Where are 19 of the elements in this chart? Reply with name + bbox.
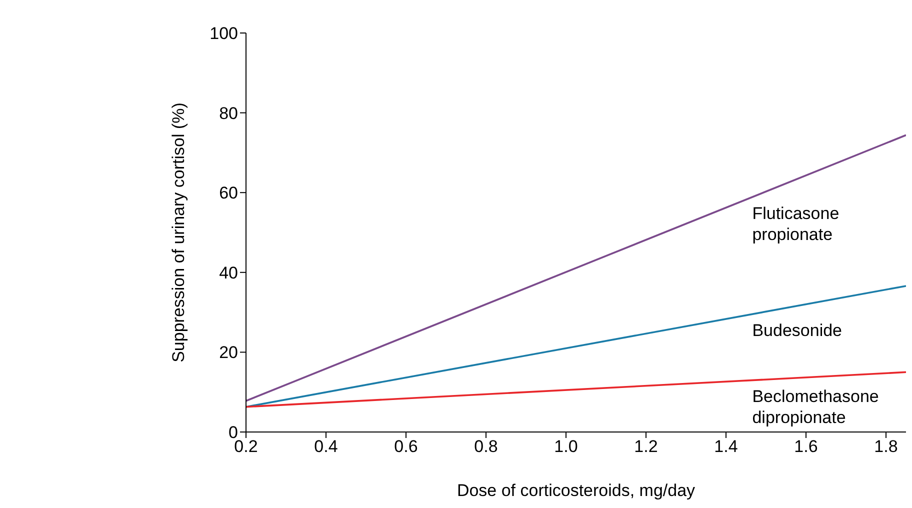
y-tick-label: 100: [210, 24, 238, 44]
x-tick-label: 1.0: [554, 437, 578, 456]
y-tick-label: 60: [219, 184, 238, 203]
series-label: Budesonide: [752, 321, 842, 340]
x-tick-label: 1.2: [634, 437, 658, 456]
x-tick-label: 0.6: [394, 437, 418, 456]
x-tick-label: 0.4: [314, 437, 338, 456]
series-label: Beclomethasone dipropionate: [752, 387, 879, 428]
y-tick-label: 20: [219, 343, 238, 362]
y-axis-title: Suppression of urinary cortisol (%): [169, 102, 188, 362]
x-tick-label: 0.8: [474, 437, 498, 456]
x-axis-title: Dose of corticosteroids, mg/day: [456, 481, 696, 500]
series-label: Fluticasone propionate: [752, 204, 840, 244]
y-tick-label: 40: [219, 263, 238, 282]
y-tick-label: 80: [219, 104, 238, 123]
x-tick-label: 1.6: [794, 437, 818, 456]
x-tick-label: 0.2: [234, 437, 258, 456]
x-tick-label: 1.4: [714, 437, 738, 456]
x-tick-label: 1.8: [874, 437, 898, 456]
